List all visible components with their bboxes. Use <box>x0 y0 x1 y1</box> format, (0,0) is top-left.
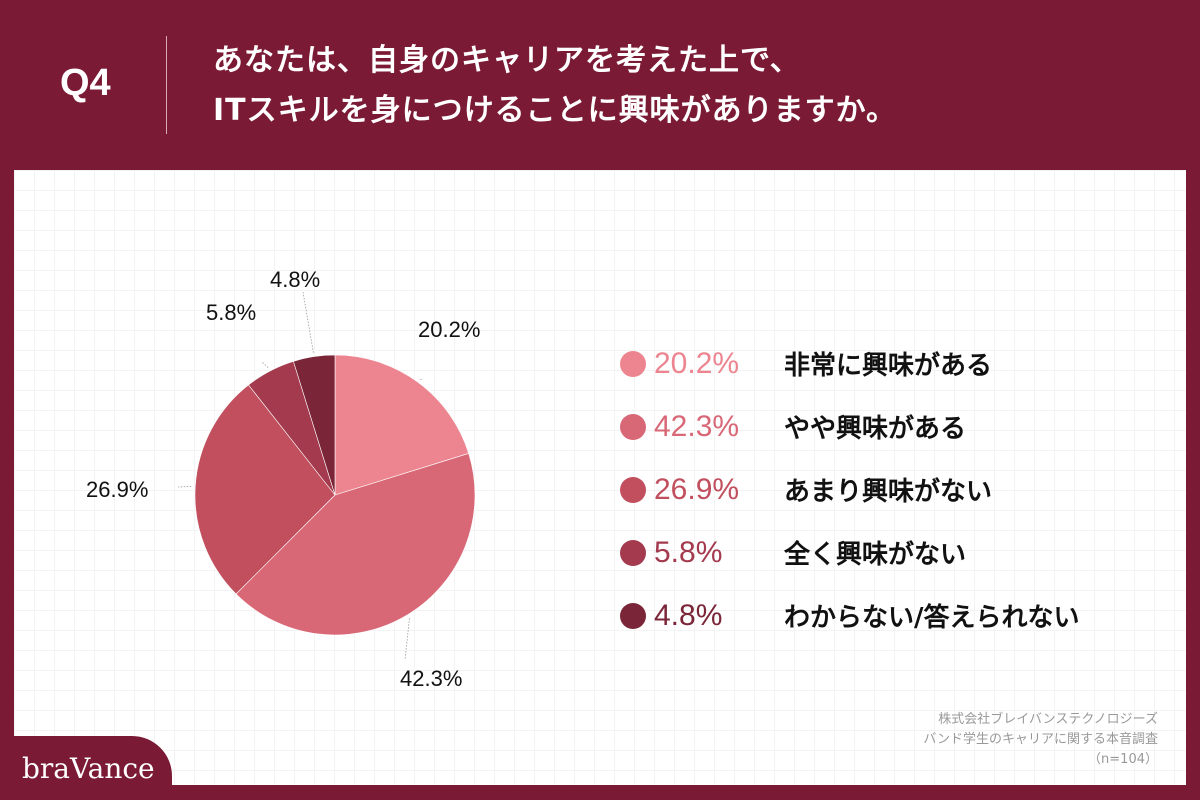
header-divider <box>166 36 167 134</box>
legend-dot-icon <box>620 602 646 629</box>
leader-line <box>177 486 192 488</box>
logo-tab <box>0 736 172 800</box>
legend: 20.2% 非常に興味がある 42.3% やや興味がある 26.9% あまり興味… <box>620 332 1080 647</box>
leader-line <box>261 361 269 368</box>
legend-item: 26.9% あまり興味がない <box>620 458 1080 521</box>
legend-percent: 4.8% <box>654 598 723 632</box>
header: Q4 あなたは、自身のキャリアを考えた上で、 ITスキルを身につけることに興味が… <box>0 0 1200 170</box>
legend-dot-icon <box>620 350 646 377</box>
pie-slices <box>194 354 476 636</box>
pie-slice <box>194 384 336 595</box>
question-number: Q4 <box>60 62 111 104</box>
source-company: 株式会社ブレイバンステクノロジーズ <box>938 712 1158 727</box>
pie-slice <box>334 354 470 496</box>
source-survey: バンド学生のキャリアに関する本音調査 <box>923 732 1158 747</box>
legend-percent: 26.9% <box>654 472 740 506</box>
legend-dot-icon <box>620 539 646 566</box>
source-note: 株式会社ブレイバンステクノロジーズ バンド学生のキャリアに関する本音調査 （n=… <box>923 710 1158 770</box>
legend-item: 5.8% 全く興味がない <box>620 521 1080 584</box>
legend-percent: 42.3% <box>654 409 740 443</box>
legend-item: 42.3% やや興味がある <box>620 395 1080 458</box>
legend-dot-icon <box>620 476 646 503</box>
pie-labels: 20.2% 42.3% 26.9% 5.8% 4.8% <box>86 267 480 691</box>
leader-line <box>420 378 423 381</box>
leader-line <box>404 618 410 661</box>
pie-slice <box>235 453 476 636</box>
pie-leader-lines <box>177 291 423 661</box>
pie-slice <box>293 354 336 496</box>
source-sample-size: （n=104） <box>1088 752 1158 767</box>
pie-label-not-interested: 5.8% <box>206 300 256 325</box>
legend-label: やや興味がある <box>784 414 967 444</box>
legend-item: 20.2% 非常に興味がある <box>620 332 1080 395</box>
leader-line <box>302 291 314 353</box>
legend-percent: 20.2% <box>654 346 740 380</box>
legend-percent: 5.8% <box>654 535 723 569</box>
question-title-line1: あなたは、自身のキャリアを考えた上で、 <box>213 43 801 78</box>
question-title-line2: ITスキルを身につけることに興味がありますか。 <box>213 93 898 128</box>
brand-logo: braVance <box>22 752 155 785</box>
pie-label-unsure: 4.8% <box>270 267 320 292</box>
legend-label: 全く興味がない <box>784 540 967 570</box>
pie-label-somewhat-interested: 42.3% <box>400 666 462 691</box>
legend-label: あまり興味がない <box>784 477 993 507</box>
legend-item: 4.8% わからない/答えられない <box>620 584 1080 647</box>
legend-label: 非常に興味がある <box>784 351 993 381</box>
pie-label-very-interested: 20.2% <box>418 317 480 342</box>
pie-label-not-very-interested: 26.9% <box>86 477 148 502</box>
question-title: あなたは、自身のキャリアを考えた上で、 ITスキルを身につけることに興味がありま… <box>213 36 897 136</box>
legend-label: わからない/答えられない <box>784 603 1080 633</box>
legend-dot-icon <box>620 413 646 440</box>
